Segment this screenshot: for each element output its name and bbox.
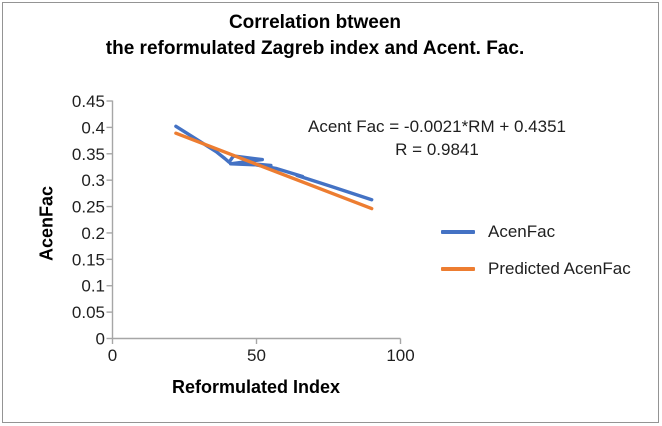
chart-title-line2: the reformulated Zagreb index and Acent.… [105,38,525,59]
x-axis-title: Reformulated Index [171,377,341,397]
chart-title-line1: Correlation btween [228,12,402,33]
legend-line-swatch [441,230,475,234]
y-tick-label: 0.3 [81,171,105,190]
series-line-predicted-acenfac [174,131,374,211]
legend-item: AcenFac [441,220,631,244]
y-tick-label: 0.25 [72,198,105,217]
legend-label: Predicted AcenFac [488,259,631,278]
y-tick-label: 0.15 [72,250,105,269]
legend: AcenFac Predicted AcenFac [441,220,631,281]
regression-annotation: Acent Fac = -0.0021*RM + 0.4351 R = 0.98… [300,115,574,161]
regression-r-value: R = 0.9841 [395,140,479,159]
y-tick-label: 0.2 [81,224,105,243]
y-axis-title: AcenFac [36,185,57,262]
x-tick-label: 0 [108,346,117,365]
y-tick-label: 0.1 [81,277,105,296]
y-tick-label: 0 [96,330,105,349]
series-line-acenfac [174,124,374,202]
legend-item: Predicted AcenFac [441,257,631,281]
chart-title: Correlation btween the reformulated Zagr… [0,10,630,62]
y-tick-label: 0.05 [72,303,105,322]
y-tick-label: 0.45 [72,92,105,111]
x-tick-label: 100 [386,346,414,365]
x-tick-label: 50 [247,346,266,365]
y-tick-label: 0.4 [81,118,105,137]
legend-label: AcenFac [488,222,556,241]
regression-equation: Acent Fac = -0.0021*RM + 0.4351 [308,117,566,136]
y-tick-label: 0.35 [72,145,105,164]
legend-line-swatch [441,267,475,271]
